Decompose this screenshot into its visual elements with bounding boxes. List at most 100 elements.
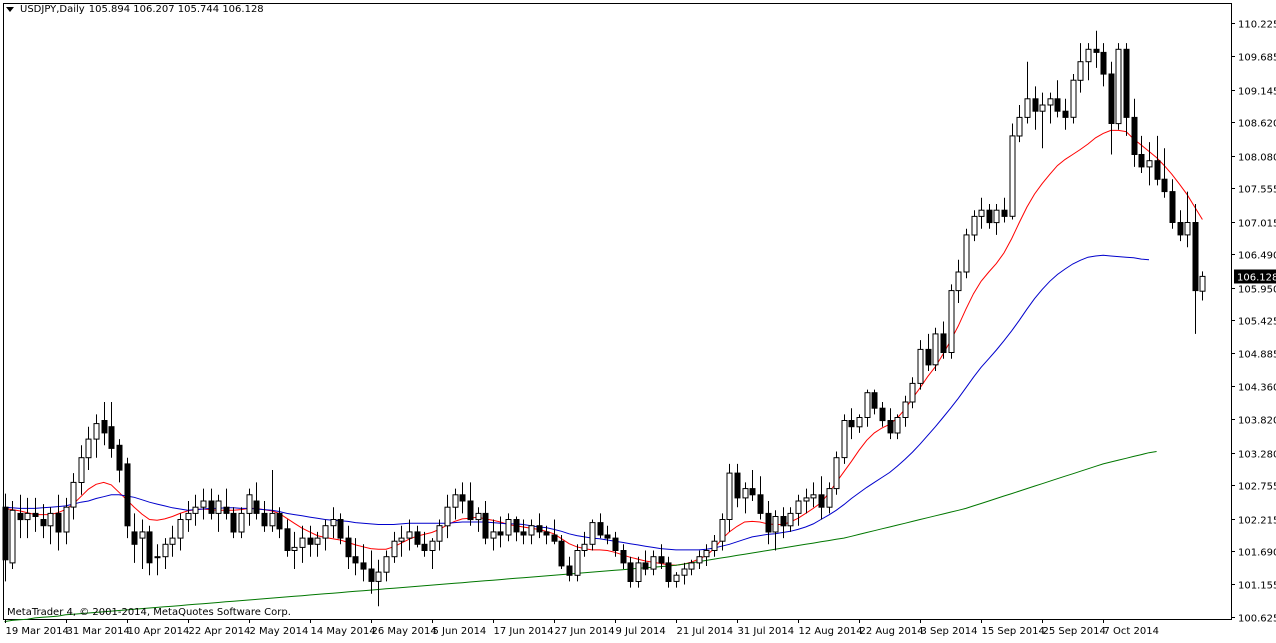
candle-bull <box>978 197 985 229</box>
candle-bull <box>490 519 497 551</box>
candle-bear <box>543 525 550 545</box>
x-tick-label: 22 Aug 2014 <box>860 626 924 637</box>
candle-bull <box>993 204 1000 235</box>
candle-bull <box>742 482 749 514</box>
candle-body <box>421 543 428 551</box>
y-tick-label: 103.820 <box>1238 416 1276 427</box>
candle-bull <box>269 470 276 532</box>
candle-bear <box>597 513 604 539</box>
candle-body <box>452 494 459 508</box>
candle-body <box>154 556 161 559</box>
candle-bear <box>253 482 260 520</box>
candle-bear <box>818 476 825 520</box>
candle-bear <box>459 482 466 514</box>
candle-body <box>810 494 817 499</box>
candle-body <box>1184 222 1191 236</box>
candle-bull <box>238 507 245 539</box>
candle-body <box>284 528 291 551</box>
candle-body <box>620 550 627 564</box>
chart-header: USDJPY,Daily 105.894 106.207 105.744 106… <box>6 4 264 15</box>
candle-body <box>1001 209 1008 217</box>
candle-bear <box>536 513 543 539</box>
candle-bull <box>932 327 939 371</box>
candle-bear <box>551 519 558 545</box>
candle-bear <box>108 402 115 458</box>
candle-body <box>1123 48 1130 118</box>
candle-body <box>475 512 482 521</box>
candle-body <box>261 512 268 527</box>
dropdown-triangle-icon[interactable] <box>6 7 14 12</box>
candle-bull <box>299 525 306 563</box>
candle-bull <box>429 538 436 569</box>
candle-bear <box>307 525 314 557</box>
candle-bull <box>894 414 901 440</box>
candle-body <box>1054 98 1061 112</box>
candle-body <box>993 209 1000 224</box>
candle-body <box>429 540 436 552</box>
candle-bull <box>810 482 817 508</box>
candle-body <box>833 457 840 490</box>
candle-bear <box>734 463 741 508</box>
x-tick-label: 19 Mar 2014 <box>6 626 69 637</box>
candle-body <box>215 500 222 514</box>
candle-bear <box>879 402 886 427</box>
candle-body <box>978 209 985 217</box>
candle-body <box>124 463 131 527</box>
candle-bull <box>177 513 184 551</box>
candle-bull <box>948 284 955 359</box>
candle-bear <box>1192 204 1199 334</box>
candle-bull <box>9 501 16 569</box>
candle-bull <box>650 550 657 576</box>
candle-body <box>940 333 947 353</box>
candle-body <box>307 537 314 545</box>
candle-body <box>391 540 398 558</box>
candle-bear <box>17 494 24 539</box>
candle-body <box>543 531 550 536</box>
candle-bear <box>261 501 268 532</box>
candle-bull <box>398 525 405 557</box>
candle-bear <box>871 389 878 415</box>
candle-body <box>787 512 794 527</box>
candle-body <box>696 556 703 564</box>
candle-body <box>1070 79 1077 118</box>
candle-body <box>17 512 24 521</box>
candle-bear <box>497 516 504 548</box>
candle-body <box>223 506 230 514</box>
candle-bear <box>1169 179 1176 229</box>
candle-body <box>536 525 543 533</box>
candle-body <box>505 519 512 536</box>
candle-body <box>246 494 253 514</box>
x-tick-label: 9 Jul 2014 <box>616 626 666 637</box>
candle-body <box>1177 222 1184 236</box>
candle-bull <box>955 259 962 303</box>
candle-body <box>1146 160 1153 168</box>
candle-bull <box>444 494 451 539</box>
candle-bull <box>681 562 688 585</box>
candle-bear <box>230 507 237 539</box>
y-tick-label: 103.280 <box>1238 450 1276 461</box>
y-tick-label: 101.690 <box>1238 548 1276 559</box>
candle-body <box>734 472 741 499</box>
candle-bull <box>200 488 207 520</box>
candle-body <box>208 500 215 514</box>
candle-bull <box>528 519 535 545</box>
candle-bear <box>1108 61 1115 155</box>
candle-bear <box>223 488 230 520</box>
candle-body <box>581 543 588 551</box>
plot-border <box>3 3 1232 620</box>
candle-body <box>1115 48 1122 125</box>
candle-bear <box>208 488 215 520</box>
candle-body <box>177 519 184 539</box>
candle-bear <box>887 408 894 440</box>
y-axis: 110.225 109.685 109.145 108.620 108.080 107.5… <box>1231 20 1276 625</box>
candle-body <box>925 348 932 366</box>
candle-bear <box>620 544 627 569</box>
candle-bear <box>1154 135 1161 186</box>
candle-bear <box>558 535 565 569</box>
candle-bear <box>986 204 993 229</box>
candle-bull <box>406 519 413 551</box>
candle-bear <box>124 457 131 539</box>
candle-body <box>665 562 672 583</box>
